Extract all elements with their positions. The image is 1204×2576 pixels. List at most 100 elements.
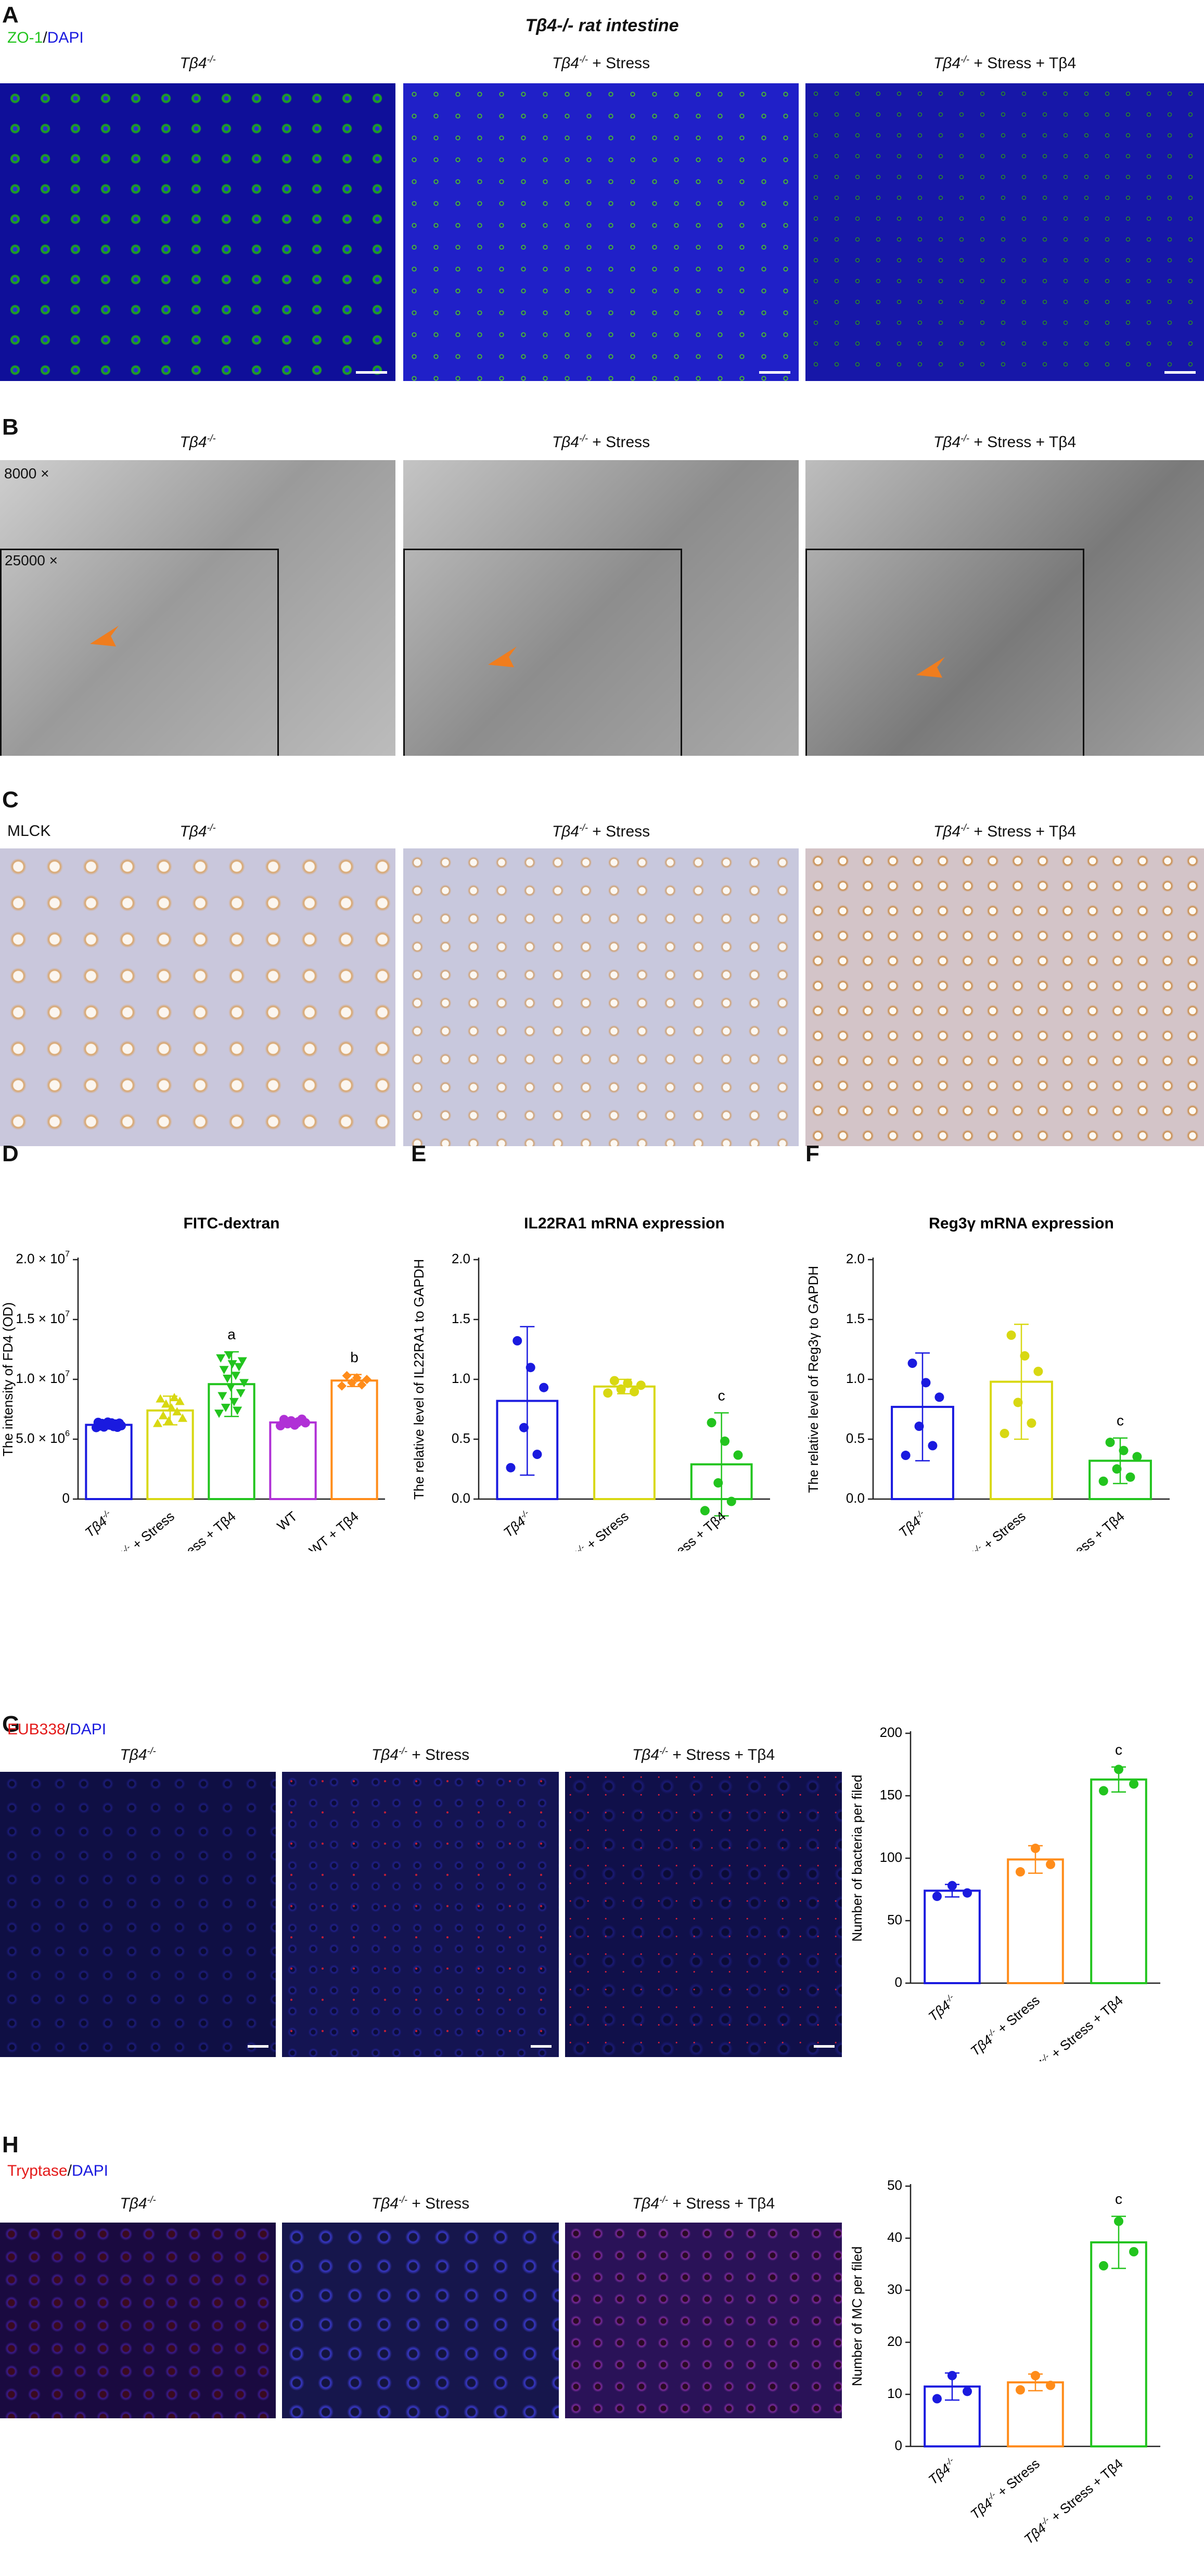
data-point xyxy=(1098,2261,1108,2270)
bar xyxy=(85,1424,133,1500)
em-image-1: 8000 × 25000 × xyxy=(0,460,395,756)
figure-title: Tβ4-/- rat intestine xyxy=(0,16,1204,36)
zo1-image-2 xyxy=(403,83,799,381)
data-point xyxy=(1114,1765,1123,1774)
chart-bacteria: Number of bacteria per filed 0 50 100 150 200… xyxy=(849,1724,1160,2061)
data-point xyxy=(237,1357,247,1366)
data-point xyxy=(630,1387,639,1397)
y-tick-label: 0 xyxy=(895,1974,902,1990)
data-point xyxy=(532,1450,542,1460)
data-point xyxy=(932,2394,942,2404)
data-point xyxy=(239,1379,249,1388)
data-point xyxy=(229,1398,239,1406)
panel-letter-e: E xyxy=(411,1141,427,1166)
x-tick-label: WT + Tβ4 xyxy=(306,1508,362,1551)
data-point xyxy=(161,1399,171,1408)
data-point xyxy=(219,1366,229,1375)
data-point xyxy=(713,1478,723,1488)
col-title-g1: Tβ4-/- xyxy=(120,1746,156,1763)
y-tick-label: 0 xyxy=(895,2438,902,2453)
eub338-image-3 xyxy=(565,1772,842,2057)
y-tick-label: 1.0 xyxy=(846,1371,865,1386)
scale-bar xyxy=(531,2045,552,2048)
tryptase-image-1 xyxy=(0,2223,276,2418)
y-axis-label: The relative level of IL22RA1 to GAPDH xyxy=(411,1259,427,1500)
y-tick-label: 2.0 xyxy=(846,1251,865,1266)
x-tick-label: Tβ4-/- xyxy=(925,2456,959,2488)
data-point xyxy=(347,1378,357,1388)
stain-sep: / xyxy=(43,29,47,46)
x-tick-label: Tβ4-/- + Stress + Tβ4 xyxy=(624,1508,729,1551)
data-point xyxy=(526,1363,535,1373)
data-point xyxy=(164,1416,174,1425)
data-point xyxy=(1129,2247,1139,2256)
y-tick-label: 2.0 xyxy=(452,1251,470,1266)
data-point xyxy=(707,1418,716,1428)
data-point xyxy=(1015,1867,1025,1877)
data-point xyxy=(1000,1428,1009,1438)
panel-letter-h: H xyxy=(2,2132,19,2158)
x-tick-label: Tβ4-/- + Stress + Tβ4 xyxy=(1022,1508,1128,1551)
bar xyxy=(1090,2241,1147,2447)
col-title-c1: Tβ4-/- xyxy=(180,822,216,840)
y-tick-label: 1.5 xyxy=(846,1311,865,1326)
data-point xyxy=(224,1351,234,1360)
scale-bar xyxy=(1164,371,1196,374)
data-point xyxy=(1132,1452,1142,1462)
bar xyxy=(1007,1858,1064,1984)
x-tick-label: Tβ4-/- xyxy=(925,1993,959,2025)
col-title-a1: Tβ4-/- xyxy=(180,54,216,72)
bar xyxy=(1090,1778,1147,1985)
x-tick-label: Tβ4-/- + Stress xyxy=(102,1508,177,1551)
y-tick-label: 0.0 xyxy=(452,1490,470,1506)
data-point xyxy=(947,2370,957,2380)
panel-letter-f: F xyxy=(805,1141,819,1166)
data-point xyxy=(222,1375,232,1384)
mlck-image-1 xyxy=(0,848,395,1146)
y-axis-label: The relative level of Reg3γ to GAPDH xyxy=(805,1266,821,1493)
panel-letter-a: A xyxy=(2,2,19,28)
y-tick-label: 0 xyxy=(62,1490,70,1506)
data-point xyxy=(1046,1859,1056,1869)
data-point xyxy=(932,1892,942,1901)
mlck-image-2 xyxy=(403,848,799,1146)
y-tick-label: 40 xyxy=(887,2229,902,2245)
data-point xyxy=(231,1372,241,1380)
data-point xyxy=(1015,2385,1025,2395)
data-point xyxy=(170,1392,180,1401)
data-point xyxy=(1119,1445,1129,1455)
significance-label: c xyxy=(1115,2191,1122,2207)
stain-blue: DAPI xyxy=(70,1721,107,1738)
significance-label: c xyxy=(1115,1742,1122,1758)
y-tick-label: 2.0 × 107 xyxy=(16,1250,70,1266)
x-tick-label: WT xyxy=(274,1508,300,1534)
data-point xyxy=(175,1397,185,1405)
y-tick-label: 0.5 xyxy=(846,1430,865,1446)
data-point xyxy=(172,1407,182,1416)
data-point xyxy=(934,1392,944,1402)
data-point xyxy=(733,1450,743,1460)
data-point xyxy=(357,1380,367,1390)
x-tick-label: Tβ4-/- xyxy=(501,1508,534,1541)
significance-label: b xyxy=(350,1349,358,1365)
data-point xyxy=(726,1496,736,1506)
y-tick-label: 1.0 xyxy=(452,1371,470,1386)
data-point xyxy=(301,1418,311,1428)
significance-label: c xyxy=(1117,1413,1124,1429)
data-point xyxy=(914,1422,924,1431)
significance-label: a xyxy=(227,1326,236,1342)
data-point xyxy=(928,1441,938,1451)
arrowhead-icon xyxy=(90,626,119,646)
data-point xyxy=(1027,1418,1036,1428)
em-inset-3 xyxy=(805,549,1084,756)
data-point xyxy=(720,1436,730,1446)
data-point xyxy=(901,1451,911,1461)
data-point xyxy=(362,1375,372,1385)
y-tick-label: 5.0 × 106 xyxy=(16,1429,70,1446)
col-title-c2: Tβ4-/- + Stress xyxy=(552,822,650,840)
data-point xyxy=(1031,2371,1040,2381)
y-tick-label: 50 xyxy=(887,1912,902,1927)
y-tick-label: 0.5 xyxy=(452,1430,470,1446)
panel-letter-c: C xyxy=(2,787,19,813)
y-tick-label: 1.0 × 107 xyxy=(16,1369,70,1386)
